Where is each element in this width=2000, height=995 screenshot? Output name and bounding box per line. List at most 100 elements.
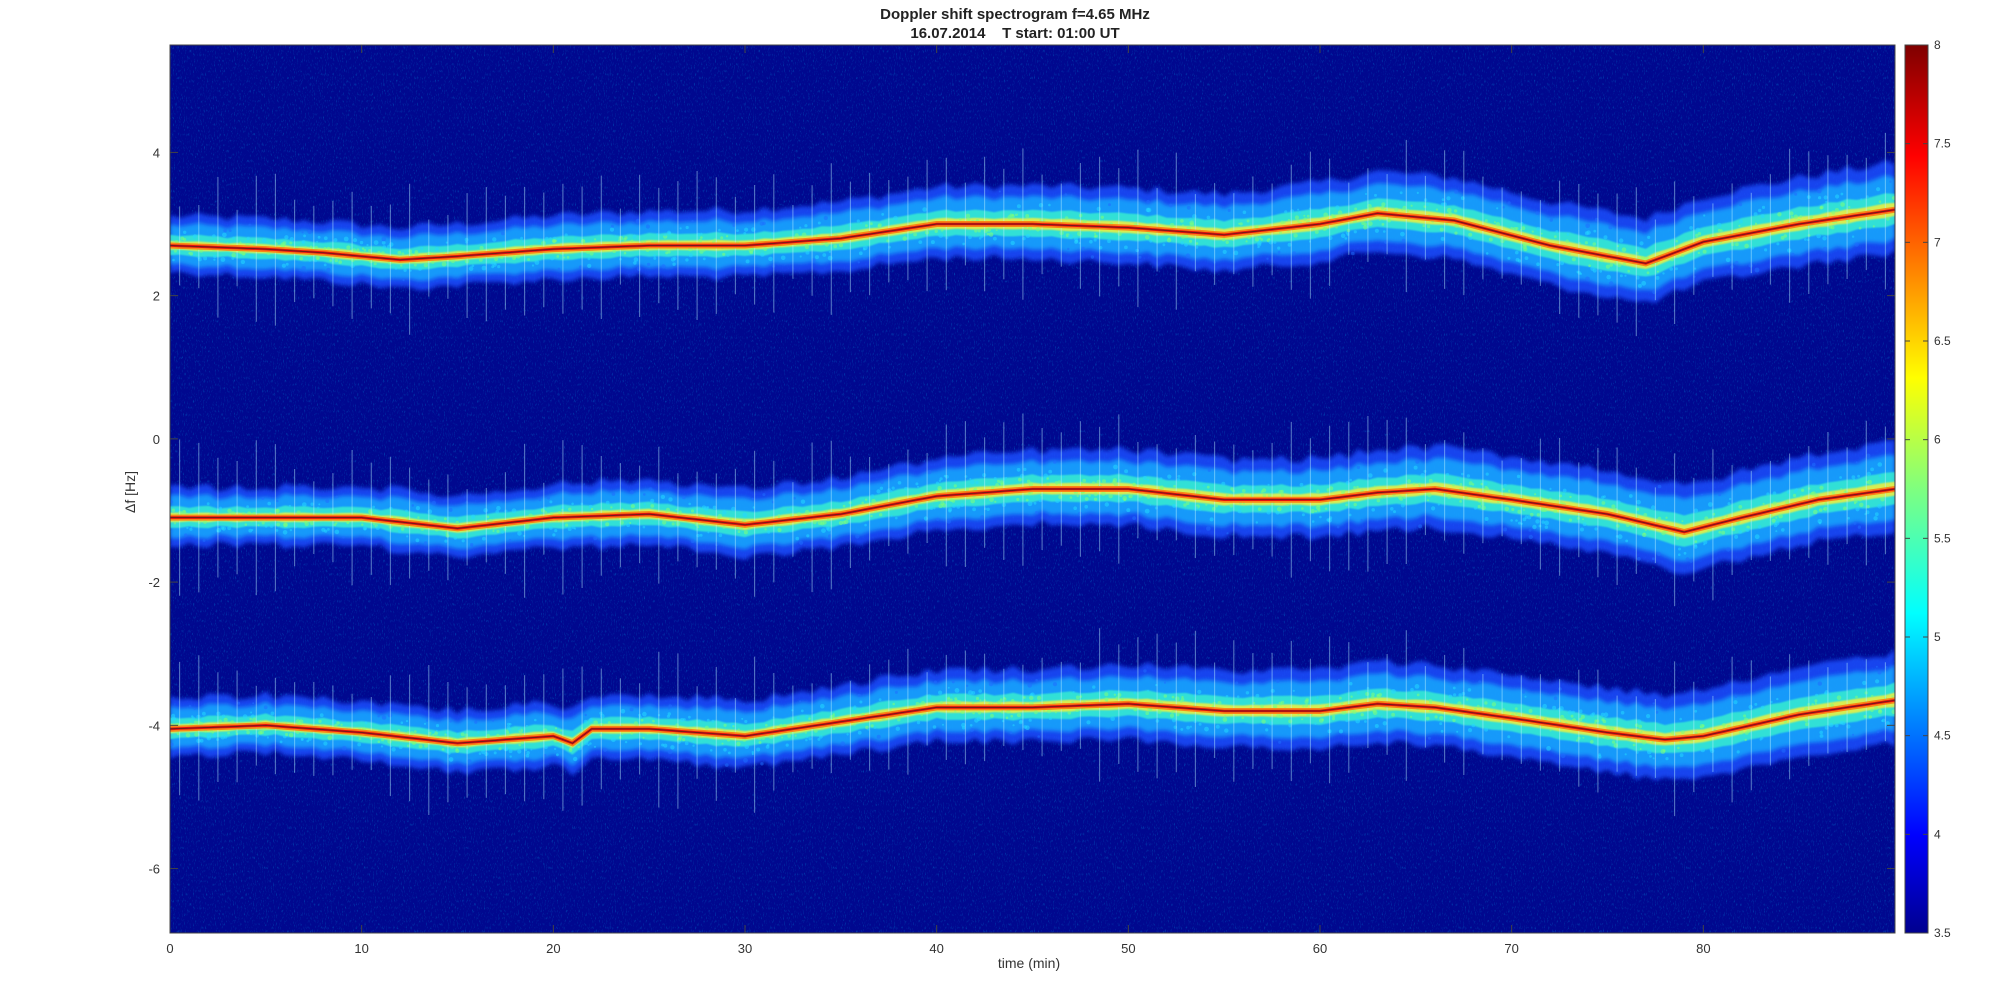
speckle bbox=[969, 477, 972, 480]
speckle bbox=[1371, 508, 1375, 512]
speckle bbox=[1365, 193, 1367, 195]
speckle bbox=[744, 744, 750, 749]
speckle bbox=[832, 713, 835, 716]
speckle bbox=[1467, 728, 1473, 733]
speckle bbox=[870, 514, 873, 518]
speckle bbox=[1157, 709, 1162, 714]
speckle bbox=[1035, 511, 1038, 514]
speckle bbox=[922, 207, 927, 212]
speckle bbox=[1655, 275, 1660, 280]
speckle bbox=[726, 254, 730, 257]
speckle bbox=[441, 748, 445, 751]
speckle bbox=[914, 504, 919, 508]
speckle bbox=[1694, 540, 1698, 543]
speckle bbox=[478, 752, 482, 755]
speckle bbox=[618, 236, 624, 241]
speckle bbox=[1466, 698, 1469, 701]
speckle bbox=[1729, 497, 1732, 501]
speckle bbox=[1781, 528, 1785, 532]
speckle bbox=[315, 718, 318, 721]
speckle bbox=[1266, 509, 1271, 515]
speckle bbox=[560, 252, 564, 255]
speckle bbox=[435, 724, 440, 728]
speckle bbox=[965, 213, 971, 219]
speckle bbox=[1363, 225, 1368, 230]
speckle bbox=[827, 255, 833, 261]
speckle bbox=[501, 530, 504, 534]
speckle bbox=[1535, 715, 1539, 719]
speckle bbox=[1173, 725, 1178, 729]
speckle bbox=[573, 756, 578, 762]
speckle bbox=[1168, 203, 1173, 208]
speckle bbox=[294, 525, 297, 529]
speckle bbox=[1521, 690, 1526, 694]
speckle bbox=[525, 753, 530, 758]
speckle bbox=[618, 736, 622, 739]
speckle bbox=[587, 257, 591, 261]
speckle bbox=[697, 719, 701, 723]
speckle bbox=[1309, 485, 1314, 490]
speckle bbox=[995, 483, 999, 487]
speckle bbox=[1857, 496, 1863, 502]
speckle bbox=[170, 742, 174, 747]
speckle bbox=[1759, 738, 1762, 741]
speckle bbox=[1774, 520, 1780, 526]
speckle bbox=[1564, 512, 1567, 515]
speckle bbox=[1485, 472, 1489, 476]
speckle bbox=[794, 734, 797, 737]
speckle bbox=[760, 762, 764, 766]
speckle bbox=[1651, 740, 1654, 744]
speckle bbox=[1242, 489, 1246, 493]
speckle bbox=[456, 732, 460, 736]
speckle bbox=[319, 713, 324, 718]
speckle bbox=[1889, 180, 1892, 183]
speckle bbox=[657, 714, 661, 717]
speckle bbox=[491, 718, 495, 722]
speckle bbox=[1171, 695, 1175, 699]
speckle bbox=[1086, 720, 1091, 725]
speckle bbox=[984, 494, 989, 499]
speckle bbox=[1558, 687, 1562, 691]
speckle bbox=[1175, 696, 1180, 701]
speckle bbox=[1158, 693, 1161, 696]
speckle bbox=[593, 536, 598, 541]
speckle bbox=[1329, 486, 1334, 491]
speckle bbox=[1005, 716, 1009, 720]
speckle bbox=[1280, 700, 1285, 705]
speckle bbox=[718, 228, 721, 232]
speckle bbox=[252, 702, 255, 705]
speckle bbox=[1725, 257, 1731, 263]
speckle bbox=[445, 534, 450, 538]
speckle bbox=[1093, 235, 1097, 238]
speckle bbox=[1544, 525, 1549, 529]
speckle bbox=[1356, 485, 1359, 489]
speckle bbox=[1536, 513, 1541, 517]
speckle bbox=[633, 257, 639, 262]
speckle bbox=[1082, 478, 1086, 483]
speckle bbox=[424, 743, 429, 748]
speckle bbox=[1245, 240, 1248, 243]
speckle bbox=[623, 251, 627, 255]
speckle bbox=[806, 534, 810, 538]
speckle bbox=[1874, 512, 1879, 517]
speckle bbox=[1448, 211, 1453, 217]
speckle bbox=[1884, 666, 1888, 669]
speckle bbox=[1399, 191, 1403, 195]
speckle bbox=[808, 737, 812, 741]
speckle bbox=[826, 518, 830, 522]
speckle bbox=[549, 237, 552, 240]
speckle bbox=[1877, 709, 1883, 714]
speckle bbox=[1399, 497, 1404, 501]
speckle bbox=[255, 734, 259, 738]
speckle bbox=[329, 259, 333, 262]
speckle bbox=[980, 234, 984, 238]
speckle bbox=[1346, 233, 1350, 236]
speckle bbox=[221, 714, 226, 719]
speckle bbox=[993, 476, 997, 480]
speckle bbox=[804, 244, 810, 250]
speckle bbox=[1405, 208, 1410, 213]
speckle bbox=[1425, 492, 1429, 496]
speckle bbox=[1268, 216, 1271, 219]
speckle bbox=[720, 236, 724, 240]
speckle bbox=[373, 262, 377, 266]
